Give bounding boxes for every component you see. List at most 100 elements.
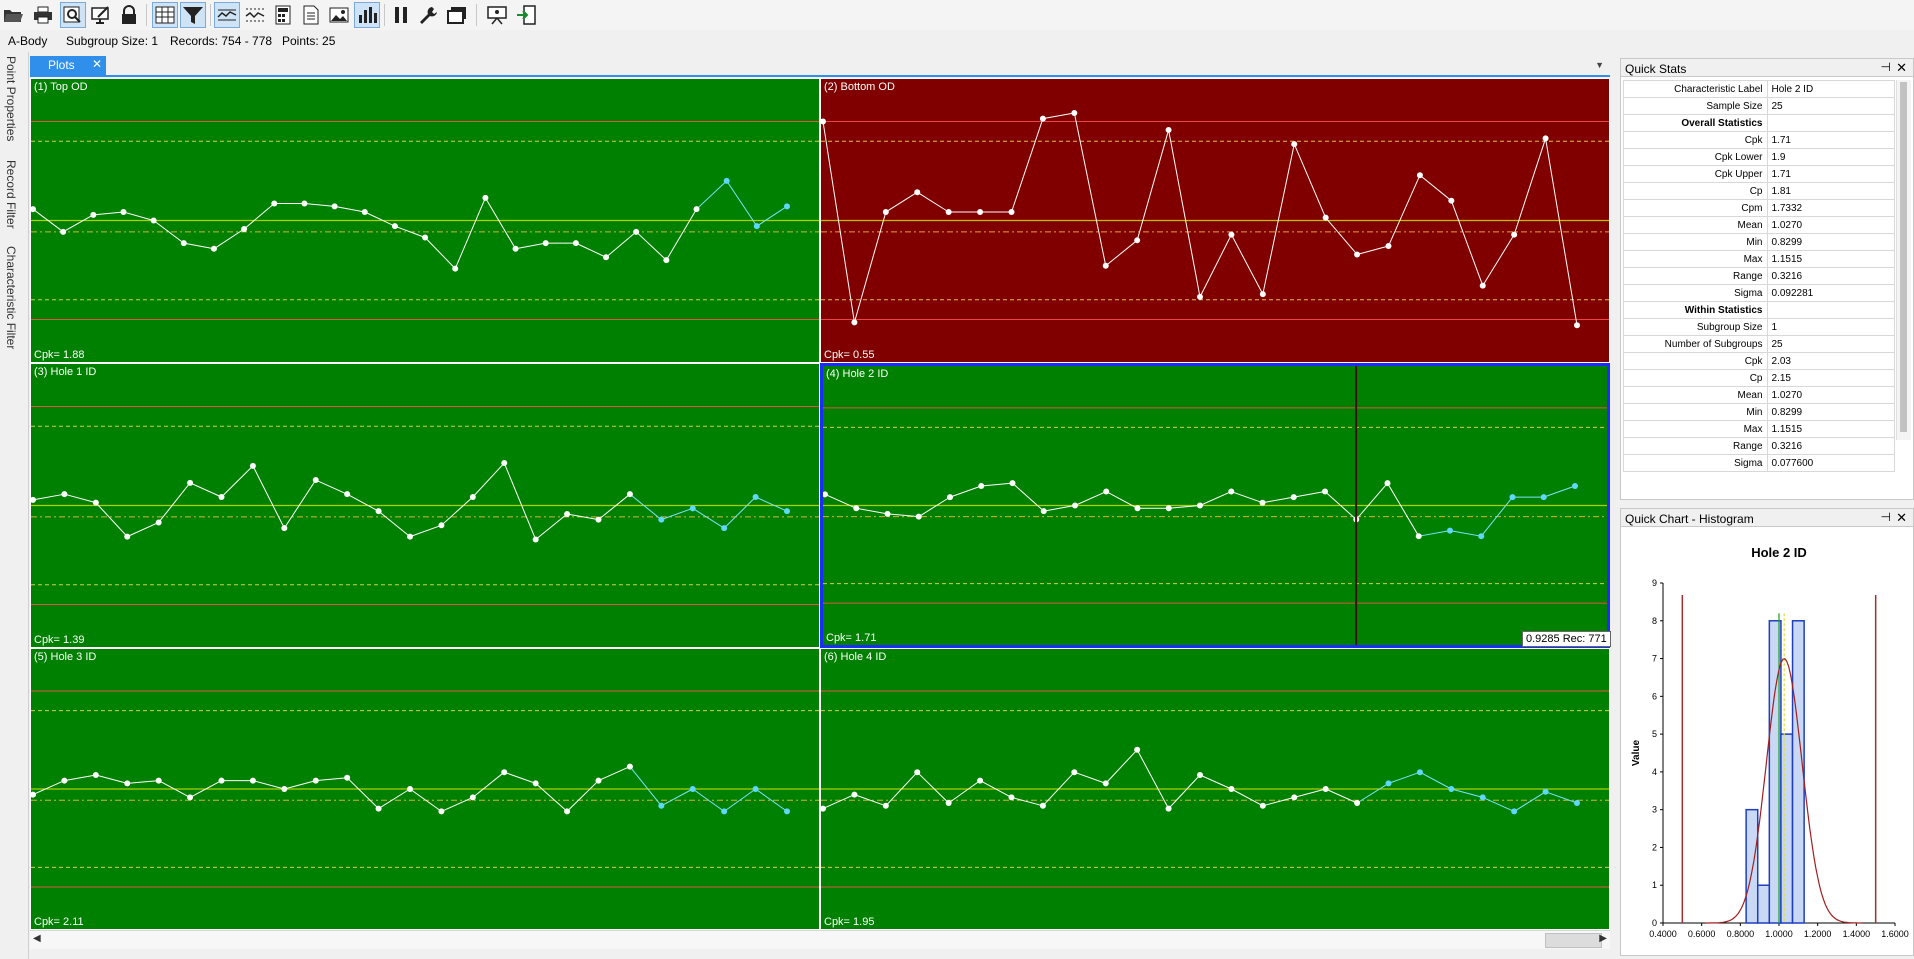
series-segment <box>1388 175 1421 247</box>
data-point <box>626 491 633 498</box>
data-point <box>1322 488 1328 495</box>
chart-title: (3) Hole 1 ID <box>34 366 97 378</box>
data-point <box>753 223 760 230</box>
tab-characteristic-filter[interactable]: Characteristic Filter <box>4 246 18 350</box>
series-segment <box>189 780 222 798</box>
data-point <box>1572 482 1578 489</box>
data-point <box>1102 780 1109 787</box>
data-point <box>945 209 952 216</box>
series-segment <box>1294 788 1326 798</box>
close-icon[interactable]: ✕ <box>1896 60 1907 75</box>
horizontal-scrollbar[interactable]: ◀ ▶ <box>30 930 1610 949</box>
series-segment <box>1451 788 1483 798</box>
close-icon[interactable]: ✕ <box>91 57 102 71</box>
data-point <box>218 494 225 501</box>
pause-icon[interactable] <box>388 2 414 28</box>
series-segment <box>1513 791 1546 812</box>
data-point <box>241 225 248 232</box>
pin-icon[interactable]: ⊣ <box>1880 60 1891 74</box>
print-icon[interactable] <box>30 2 56 28</box>
series-segment <box>62 214 94 233</box>
exit-icon[interactable] <box>514 2 540 28</box>
data-point <box>1008 794 1015 801</box>
lock-icon[interactable] <box>116 2 142 28</box>
chart-top-od[interactable]: (1) Top OD Cpk= 1.88 <box>30 78 820 363</box>
wrench-icon[interactable] <box>416 2 442 28</box>
series-segment <box>1325 788 1358 804</box>
stats-label: Cp <box>1623 182 1768 200</box>
window-icon[interactable] <box>444 2 470 28</box>
scroll-thumb[interactable] <box>1545 933 1602 948</box>
bar-chart-icon[interactable] <box>354 2 380 28</box>
data-point <box>542 240 549 247</box>
series-segment <box>472 771 505 798</box>
data-point <box>1385 780 1392 787</box>
data-point <box>482 194 489 201</box>
series-segment <box>515 242 546 250</box>
tab-record-filter[interactable]: Record Filter <box>4 160 18 229</box>
document-icon[interactable] <box>298 2 324 28</box>
chart-hole-1-id[interactable]: (3) Hole 1 ID Cpk= 1.39 <box>30 363 820 648</box>
scroll-left-icon[interactable]: ◀ <box>33 933 41 944</box>
y-tick-label: 2 <box>1652 842 1657 852</box>
data-point <box>210 245 217 252</box>
data-point <box>1354 251 1361 258</box>
stats-row: Cpk 2.03 <box>1623 352 1895 370</box>
data-point <box>1542 135 1549 142</box>
chart-hole-4-id[interactable]: (6) Hole 4 ID Cpk= 1.95 <box>820 648 1610 930</box>
series-segment <box>394 225 426 238</box>
scroll-thumb[interactable] <box>1900 82 1907 432</box>
series-segment <box>441 796 474 812</box>
stats-label: Within Statistics <box>1623 301 1768 319</box>
data-point <box>1165 505 1172 512</box>
stats-row: Cpk Lower 1.9 <box>1623 148 1895 166</box>
stats-row: Range 0.3216 <box>1623 437 1895 455</box>
scroll-right-icon[interactable]: ▶ <box>1599 933 1607 944</box>
chart-bottom-od[interactable]: (2) Bottom OD Cpk= 0.55 <box>820 78 1610 363</box>
calculator-icon[interactable] <box>270 2 296 28</box>
presentation-icon[interactable] <box>484 2 510 28</box>
pin-icon[interactable]: ⊣ <box>1880 510 1891 524</box>
series-segment <box>64 774 96 782</box>
data-point <box>1259 802 1266 809</box>
data-point <box>914 189 921 196</box>
series-segment <box>32 780 65 796</box>
data-point <box>1134 746 1141 753</box>
tab-plots[interactable]: Plots ✕ <box>30 56 106 75</box>
stats-value <box>1766 301 1895 319</box>
series-segment <box>1356 782 1389 804</box>
run-chart-icon[interactable] <box>242 2 268 28</box>
monitor-edit-icon[interactable] <box>88 2 114 28</box>
y-tick-label: 7 <box>1652 654 1657 664</box>
control-chart-icon[interactable] <box>214 2 240 28</box>
data-point <box>752 494 759 501</box>
tab-point-properties[interactable]: Point Properties <box>4 56 18 142</box>
data-point <box>1290 494 1297 501</box>
data-point <box>155 777 162 784</box>
grid-table-icon[interactable] <box>152 2 178 28</box>
close-icon[interactable]: ✕ <box>1896 510 1907 525</box>
open-folder-icon[interactable] <box>0 2 26 28</box>
data-point <box>784 808 790 815</box>
chart-hole-2-id[interactable]: (4) Hole 2 ID Cpk= 1.71 <box>820 363 1610 648</box>
y-axis-label: Value <box>1631 740 1642 767</box>
chevron-down-icon[interactable]: ▼ <box>1595 60 1604 70</box>
zoom-icon[interactable] <box>60 2 86 28</box>
filter-icon[interactable] <box>180 2 206 28</box>
data-point <box>375 805 382 812</box>
vertical-scrollbar[interactable] <box>1896 80 1911 440</box>
x-tick-label: 0.8000 <box>1727 929 1755 939</box>
series-segment <box>535 783 568 812</box>
y-tick-label: 6 <box>1652 691 1657 701</box>
image-icon[interactable] <box>326 2 352 28</box>
chart-plot-area <box>31 405 819 606</box>
data-point <box>438 522 445 529</box>
series-segment <box>1419 771 1452 790</box>
chart-hole-3-id[interactable]: (5) Hole 3 ID Cpk= 2.11 <box>30 648 820 930</box>
data-point <box>1542 788 1549 795</box>
series-segment <box>183 242 215 250</box>
series-segment <box>1388 771 1421 784</box>
histogram-title: Hole 2 ID <box>1751 545 1807 560</box>
data-point <box>1228 488 1235 495</box>
series-segment <box>1262 796 1295 807</box>
